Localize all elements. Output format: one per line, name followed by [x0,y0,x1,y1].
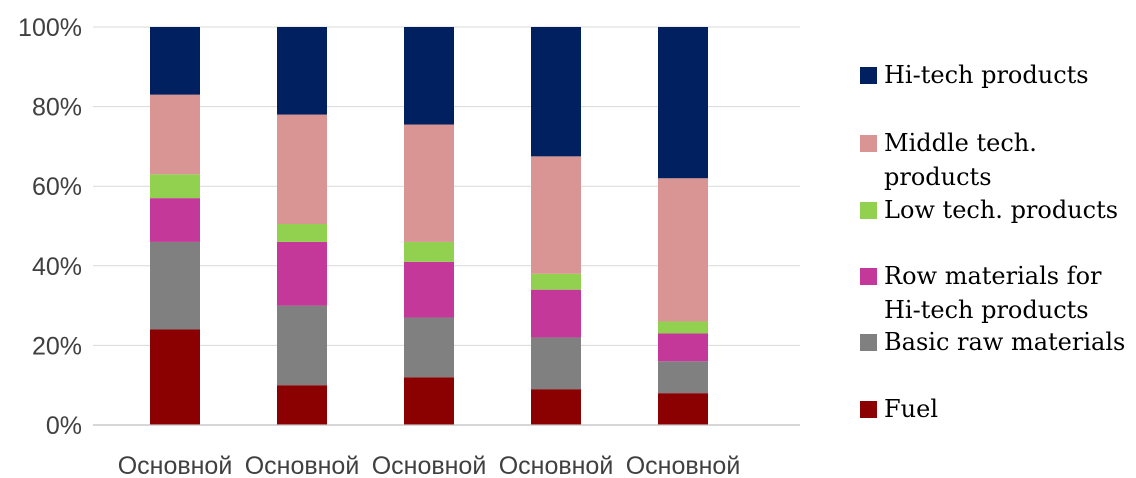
bar-segment-low-tech-products [658,321,708,334]
bar-segment-basic-raw-materials [150,241,200,330]
legend-label-line: products [884,163,992,191]
bar-segment-fuel [150,329,200,425]
legend-label-line: Middle tech. [884,129,1037,157]
bar-segment-fuel [277,385,327,425]
legend-item: Row materials for Hi-tech products [860,262,1102,324]
y-tick-label: 40% [32,253,82,281]
legend-label: Fuel [884,395,938,423]
bar-segment-fuel [531,389,581,425]
legend-swatch [860,401,877,418]
x-category-label: Основной [118,452,233,478]
legend-label-line: Row materials for [884,262,1102,290]
legend-swatch [860,67,877,84]
x-category-label: Основной [626,452,741,478]
y-tick-label: 100% [18,14,82,42]
x-category-label: Основной [372,452,487,478]
legend-item: Hi-tech products [860,61,1089,89]
bar-segment-middle-tech-products [404,124,454,242]
y-tick-label: 0% [46,412,82,440]
y-tick-label: 20% [32,332,82,360]
legend-swatch [860,334,877,351]
bar-segment-basic-raw-materials [658,361,708,394]
y-tick-label: 60% [32,173,82,201]
legend-item: Low tech. products [860,196,1118,224]
legend-swatch [860,268,877,285]
bars [150,27,708,425]
bar-segment-middle-tech-products [658,178,708,322]
bar-segment-row-materials-for-hi-tech-products [404,261,454,318]
bar-segment-basic-raw-materials [404,317,454,378]
x-category-label: Основной [499,452,614,478]
bar-segment-basic-raw-materials [277,305,327,386]
bar-segment-hi-tech-products [404,27,454,125]
bar-segment-low-tech-products [277,224,327,242]
bar-segment-middle-tech-products [531,156,581,274]
legend-swatch [860,202,877,219]
bar-segment-low-tech-products [150,174,200,199]
legend-label: Hi-tech products [884,61,1089,89]
bar-segment-hi-tech-products [531,27,581,157]
y-axis-ticks: 0% 20% 40% 60% 80% 100% [18,14,82,440]
legend-label: Middle tech. products [884,129,1037,191]
legend-label: Low tech. products [884,196,1118,224]
bar-segment-row-materials-for-hi-tech-products [150,198,200,242]
legend-item: Basic raw materials [860,328,1125,356]
bar-segment-low-tech-products [531,273,581,290]
bar-segment-fuel [658,393,708,425]
bar-segment-middle-tech-products [277,114,327,225]
legend-label: Basic raw materials [884,328,1125,356]
bar-segment-row-materials-for-hi-tech-products [277,241,327,306]
x-axis-labels: Основной Основной Основной Основной Основной [118,452,741,478]
legend-label-line: Hi-tech products [884,296,1089,324]
bar-segment-middle-tech-products [150,94,200,175]
x-category-label: Основной [245,452,360,478]
bar-segment-hi-tech-products [150,27,200,95]
y-tick-label: 80% [32,94,82,122]
bar-segment-row-materials-for-hi-tech-products [658,333,708,362]
bar-segment-basic-raw-materials [531,337,581,390]
bar-segment-hi-tech-products [658,27,708,179]
legend-item: Fuel [860,395,938,423]
legend-swatch [860,135,877,152]
legend-item: Middle tech. products [860,129,1037,191]
legend: Hi-tech products Middle tech. products Low … [860,61,1125,423]
legend-label: Row materials for Hi-tech products [884,262,1102,324]
bar-segment-fuel [404,377,454,425]
bar-segment-hi-tech-products [277,27,327,115]
bar-segment-row-materials-for-hi-tech-products [531,289,581,338]
bar-segment-low-tech-products [404,241,454,262]
